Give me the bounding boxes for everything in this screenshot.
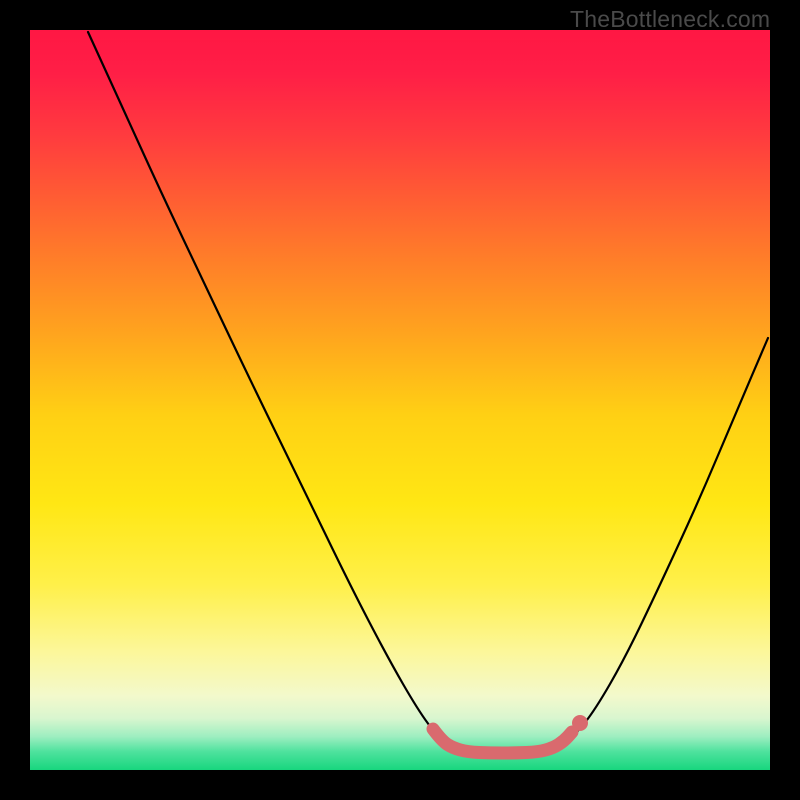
bottleneck-curve-chart	[0, 0, 800, 800]
gradient-background	[30, 30, 770, 770]
watermark-text: TheBottleneck.com	[570, 6, 770, 33]
highlight-end-dot	[572, 715, 588, 731]
